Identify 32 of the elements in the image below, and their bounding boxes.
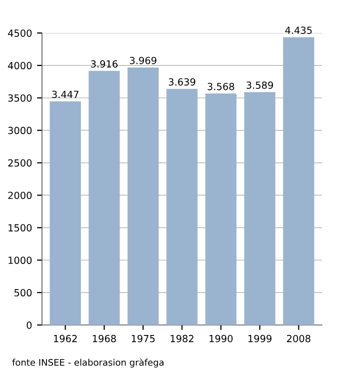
- y-tick-label: 1000: [8, 256, 32, 264]
- y-tick-label: 500: [14, 289, 32, 296]
- x-tick-label: 2008: [287, 334, 310, 342]
- bar: [166, 88, 198, 325]
- x-tick-label: 1962: [54, 334, 77, 342]
- y-tick-label: 3500: [8, 94, 32, 102]
- y-tick-label: 2500: [8, 159, 32, 167]
- data-label: 3.568: [208, 82, 234, 90]
- bar: [128, 67, 159, 325]
- source-note: fonte INSEE - elaborasion gràfega: [12, 358, 164, 368]
- x-tick-label: 1975: [132, 334, 155, 342]
- y-tick-label: 3000: [8, 126, 32, 134]
- x-tick-label: 1982: [170, 334, 194, 342]
- bar: [205, 93, 236, 325]
- data-label: 4.435: [285, 26, 312, 34]
- bar: [88, 70, 120, 325]
- x-tick-label: 1990: [210, 334, 233, 342]
- x-tick-label: 1999: [248, 334, 272, 342]
- y-tick-label: 1500: [8, 224, 32, 232]
- x-tick-label: 1968: [92, 334, 116, 342]
- y-tick-label: 4000: [8, 62, 32, 70]
- y-tick-label: 4500: [8, 29, 32, 37]
- data-label: 3.916: [91, 60, 118, 68]
- y-tick-label: 0: [26, 321, 32, 329]
- data-label: 3.969: [130, 56, 156, 64]
- data-label: 3.447: [52, 90, 78, 98]
- y-tick-label: 2000: [8, 192, 32, 200]
- bar: [50, 101, 81, 325]
- data-label: 3.639: [168, 78, 196, 86]
- data-label: 3.589: [246, 81, 274, 89]
- bar: [283, 37, 314, 325]
- bar: [244, 92, 276, 325]
